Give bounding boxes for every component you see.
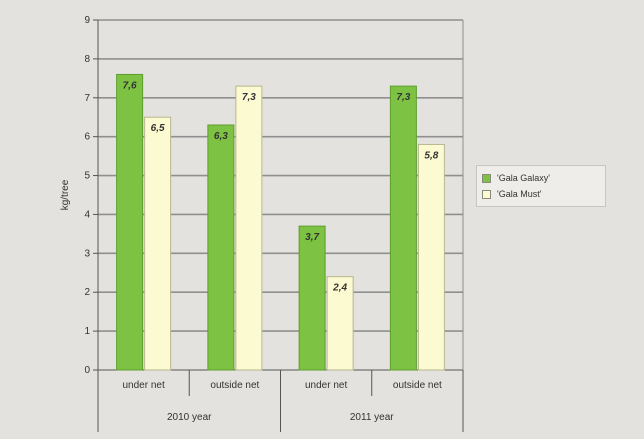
legend-swatch-series-2 (482, 189, 491, 199)
y-tick-label: 2 (84, 287, 90, 298)
data-label-series-2: 5,8 (424, 150, 438, 161)
y-tick-label: 1 (84, 326, 90, 337)
data-label-series-1: 7,6 (123, 80, 137, 91)
x-tick-label: under net (305, 380, 347, 391)
x-tick-label: outside net (393, 380, 442, 391)
y-tick-label: 7 (84, 93, 90, 104)
legend-label-series-1: 'Gala Galaxy' (497, 173, 550, 183)
legend-label-series-2: 'Gala Must' (497, 189, 542, 199)
y-tick-label: 8 (84, 54, 90, 65)
bar-series-2 (417, 143, 445, 371)
y-tick-label: 4 (84, 209, 90, 220)
bar-series-1 (207, 124, 235, 371)
group-label: 2010 year (167, 412, 212, 423)
bar-series-1 (298, 225, 326, 371)
y-axis-label: kg/tree (60, 179, 71, 210)
data-label-series-1: 6,3 (214, 131, 228, 142)
y-tick-label: 3 (84, 248, 90, 259)
data-label-series-1: 3,7 (305, 232, 319, 243)
bar-series-2 (235, 85, 263, 371)
bar-series-1 (116, 73, 144, 371)
legend-swatch-series-1 (482, 173, 491, 183)
bar-series-2 (144, 116, 172, 371)
legend-item-series-1: 'Gala Galaxy' (482, 170, 600, 186)
bar-series-2 (326, 276, 354, 371)
group-label: 2011 year (350, 412, 394, 423)
data-label-series-2: 6,5 (151, 123, 165, 134)
data-label-series-1: 7,3 (396, 92, 410, 103)
y-tick-label: 0 (84, 365, 90, 376)
data-label-series-2: 7,3 (242, 92, 256, 103)
data-label-series-2: 2,4 (332, 283, 347, 294)
bar-series-1 (389, 85, 417, 371)
y-tick-label: 5 (84, 171, 90, 182)
legend: 'Gala Galaxy' 'Gala Must' (476, 165, 606, 207)
x-tick-label: outside net (210, 380, 259, 391)
x-tick-label: under net (122, 380, 164, 391)
legend-item-series-2: 'Gala Must' (482, 186, 600, 202)
y-tick-label: 6 (84, 132, 90, 143)
y-tick-label: 9 (84, 15, 90, 26)
